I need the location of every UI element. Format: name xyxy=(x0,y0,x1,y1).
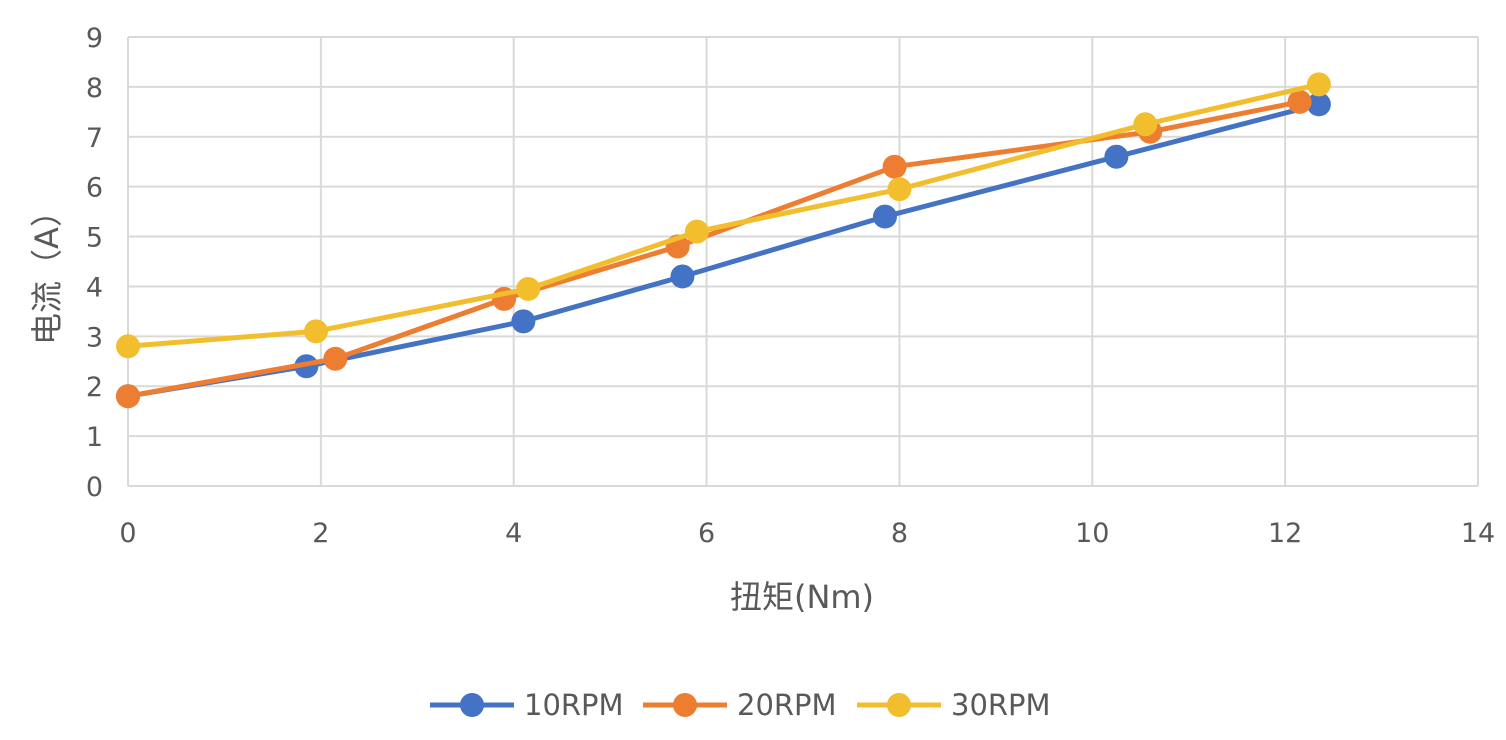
x-tick-label: 6 xyxy=(698,518,715,549)
y-tick-label: 3 xyxy=(86,322,103,353)
data-point xyxy=(1306,72,1331,97)
data-point xyxy=(887,177,912,202)
legend-swatch-marker xyxy=(460,693,484,717)
data-point xyxy=(116,334,140,359)
y-tick-label: 6 xyxy=(86,173,103,204)
grid xyxy=(127,36,1479,487)
legend-item-10RPM: 10RPM xyxy=(430,688,624,722)
data-point xyxy=(304,319,329,344)
data-point xyxy=(116,384,140,409)
series-group xyxy=(116,72,1331,409)
y-tick-label: 4 xyxy=(86,272,103,303)
legend-label: 20RPM xyxy=(737,688,837,722)
x-tick-label: 8 xyxy=(891,518,908,549)
data-point xyxy=(511,309,536,334)
data-point xyxy=(516,276,541,301)
legend-swatch-marker xyxy=(673,693,697,717)
y-tick-label: 7 xyxy=(86,123,103,154)
data-point xyxy=(1133,112,1158,137)
x-tick-label: 10 xyxy=(1075,518,1109,549)
x-axis-title: 扭矩(Nm) xyxy=(730,578,874,616)
series-line xyxy=(125,101,1322,399)
x-tick-label: 2 xyxy=(312,518,329,549)
y-tick-label: 9 xyxy=(86,23,103,54)
legend-label: 10RPM xyxy=(524,688,624,722)
y-axis-ticks: 0 1 2 3 4 5 6 7 8 9 xyxy=(86,23,103,503)
data-point xyxy=(1287,89,1312,114)
y-axis-title: 电流（A） xyxy=(28,195,66,345)
x-tick-label: 4 xyxy=(505,518,522,549)
data-point xyxy=(1104,144,1129,169)
data-point xyxy=(323,346,348,371)
series-30RPM xyxy=(116,72,1331,359)
data-point xyxy=(872,204,897,229)
data-point xyxy=(882,154,907,179)
y-tick-label: 0 xyxy=(86,472,103,503)
x-tick-label: 14 xyxy=(1461,518,1495,549)
y-tick-label: 1 xyxy=(86,422,103,453)
y-tick-label: 5 xyxy=(86,223,103,254)
x-axis-ticks: 0 2 4 6 8 10 12 14 xyxy=(119,518,1495,549)
series-line xyxy=(125,99,1303,399)
y-tick-label: 8 xyxy=(86,73,103,104)
legend-swatch-marker xyxy=(887,693,911,717)
legend: 10RPM 20RPM 30RPM xyxy=(430,688,1051,722)
data-point xyxy=(684,219,709,244)
legend-item-20RPM: 20RPM xyxy=(643,688,837,722)
y-tick-label: 2 xyxy=(86,372,103,403)
data-point xyxy=(670,264,695,289)
x-tick-label: 12 xyxy=(1268,518,1302,549)
x-tick-label: 0 xyxy=(119,518,136,549)
data-point xyxy=(1306,92,1331,117)
legend-item-30RPM: 30RPM xyxy=(857,688,1051,722)
legend-label: 30RPM xyxy=(951,688,1051,722)
